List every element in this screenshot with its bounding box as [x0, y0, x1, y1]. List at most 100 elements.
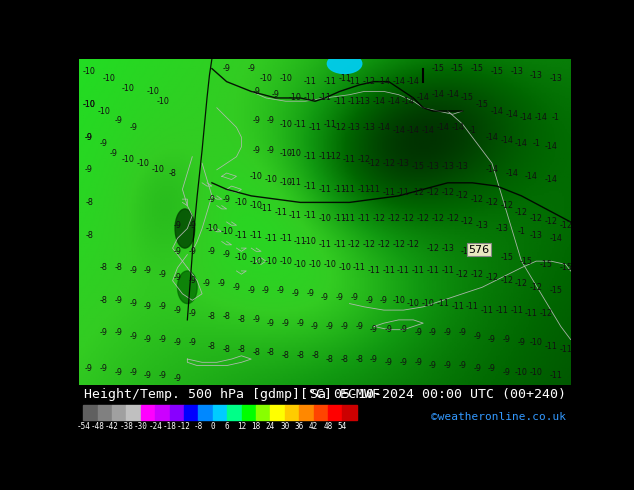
Text: -10: -10 — [137, 159, 150, 168]
Text: -11: -11 — [304, 94, 316, 102]
Text: -9: -9 — [340, 322, 349, 331]
Text: -12: -12 — [407, 240, 420, 249]
Text: -9: -9 — [115, 296, 122, 305]
Text: -10: -10 — [392, 296, 405, 305]
Text: -10: -10 — [279, 74, 292, 83]
Text: -9: -9 — [247, 64, 256, 73]
Text: -12: -12 — [411, 188, 425, 197]
Text: -11: -11 — [304, 152, 316, 161]
Text: -10: -10 — [235, 198, 248, 207]
Text: -15: -15 — [411, 162, 425, 171]
Text: -14: -14 — [417, 94, 430, 102]
Text: -10: -10 — [235, 253, 248, 262]
Text: -14: -14 — [515, 139, 528, 148]
Text: -9: -9 — [158, 270, 167, 279]
Text: -9: -9 — [444, 328, 452, 338]
Text: -9: -9 — [85, 365, 93, 373]
Text: -9: -9 — [144, 335, 152, 344]
Text: 48: 48 — [323, 422, 333, 431]
Text: -14: -14 — [491, 106, 503, 116]
Bar — [314, 405, 328, 420]
Text: -30: -30 — [134, 422, 148, 431]
Text: -11: -11 — [318, 240, 332, 249]
Text: -9: -9 — [85, 133, 93, 142]
Text: -9: -9 — [174, 221, 181, 230]
Text: -8: -8 — [340, 355, 349, 364]
Text: -9: -9 — [267, 318, 275, 328]
Text: -9: -9 — [326, 322, 334, 331]
Text: -9: -9 — [188, 338, 197, 347]
Text: -13: -13 — [530, 71, 543, 79]
Text: -9: -9 — [203, 279, 211, 289]
Text: -11: -11 — [353, 263, 366, 272]
Text: -1: -1 — [469, 126, 476, 135]
Text: -8: -8 — [208, 342, 216, 350]
Text: -9: -9 — [370, 355, 378, 364]
Text: -12: -12 — [446, 214, 459, 223]
Text: -9: -9 — [129, 299, 138, 308]
Text: -12: -12 — [529, 283, 543, 292]
Text: -14: -14 — [436, 123, 450, 132]
Text: -12: -12 — [328, 152, 341, 161]
Text: -9: -9 — [252, 146, 260, 155]
Text: -9: -9 — [458, 328, 467, 338]
Text: -14: -14 — [534, 113, 548, 122]
Text: -9: -9 — [281, 318, 290, 328]
Text: -9: -9 — [414, 358, 422, 367]
Bar — [155, 405, 170, 420]
Text: -12: -12 — [382, 159, 396, 168]
Text: -9: -9 — [217, 279, 226, 289]
Bar — [299, 405, 314, 420]
Text: -9: -9 — [100, 328, 108, 338]
Text: -10: -10 — [279, 120, 292, 128]
Text: -13: -13 — [441, 244, 454, 252]
Text: -10: -10 — [264, 257, 277, 266]
Text: -8: -8 — [194, 422, 203, 431]
Text: -11: -11 — [343, 214, 356, 223]
Bar — [213, 405, 227, 420]
Text: -9: -9 — [444, 361, 452, 370]
Text: -11: -11 — [279, 234, 292, 243]
Text: -12: -12 — [387, 214, 400, 223]
Text: -9: -9 — [399, 358, 408, 367]
Bar — [242, 405, 256, 420]
Text: -9: -9 — [267, 116, 275, 125]
Bar — [342, 405, 357, 420]
Text: -11: -11 — [235, 230, 248, 240]
Text: -11: -11 — [495, 306, 508, 315]
Text: -11: -11 — [304, 182, 316, 191]
Text: -12: -12 — [500, 276, 514, 285]
Text: -10: -10 — [220, 227, 233, 236]
Text: -14: -14 — [422, 126, 434, 135]
Text: -9: -9 — [385, 325, 393, 334]
Text: -10: -10 — [309, 260, 321, 269]
Ellipse shape — [175, 209, 195, 248]
Text: -9: -9 — [100, 139, 108, 148]
Text: -12: -12 — [456, 192, 469, 200]
Text: -12: -12 — [515, 279, 528, 289]
Text: -13: -13 — [427, 162, 439, 171]
Text: -11: -11 — [466, 302, 479, 311]
Text: -14: -14 — [550, 234, 562, 243]
Text: -10: -10 — [304, 237, 316, 246]
Text: -10: -10 — [98, 106, 110, 116]
Text: -11: -11 — [510, 306, 523, 315]
Text: -10: -10 — [82, 100, 96, 109]
Text: -11: -11 — [264, 234, 277, 243]
Text: -11: -11 — [412, 267, 425, 275]
Text: -10: -10 — [323, 260, 336, 269]
Text: -14: -14 — [387, 97, 400, 106]
Text: -11: -11 — [323, 120, 336, 128]
Text: -11: -11 — [382, 188, 395, 197]
Text: -9: -9 — [100, 365, 108, 373]
Text: -54: -54 — [76, 422, 90, 431]
Text: -14: -14 — [432, 90, 444, 99]
Text: -12: -12 — [348, 240, 361, 249]
Text: -9: -9 — [223, 64, 231, 73]
Text: -11: -11 — [441, 267, 454, 275]
Text: -12: -12 — [456, 270, 469, 279]
Text: -8: -8 — [252, 348, 260, 357]
Text: -15: -15 — [490, 67, 503, 76]
Bar — [98, 405, 112, 420]
Text: -10: -10 — [338, 263, 351, 272]
